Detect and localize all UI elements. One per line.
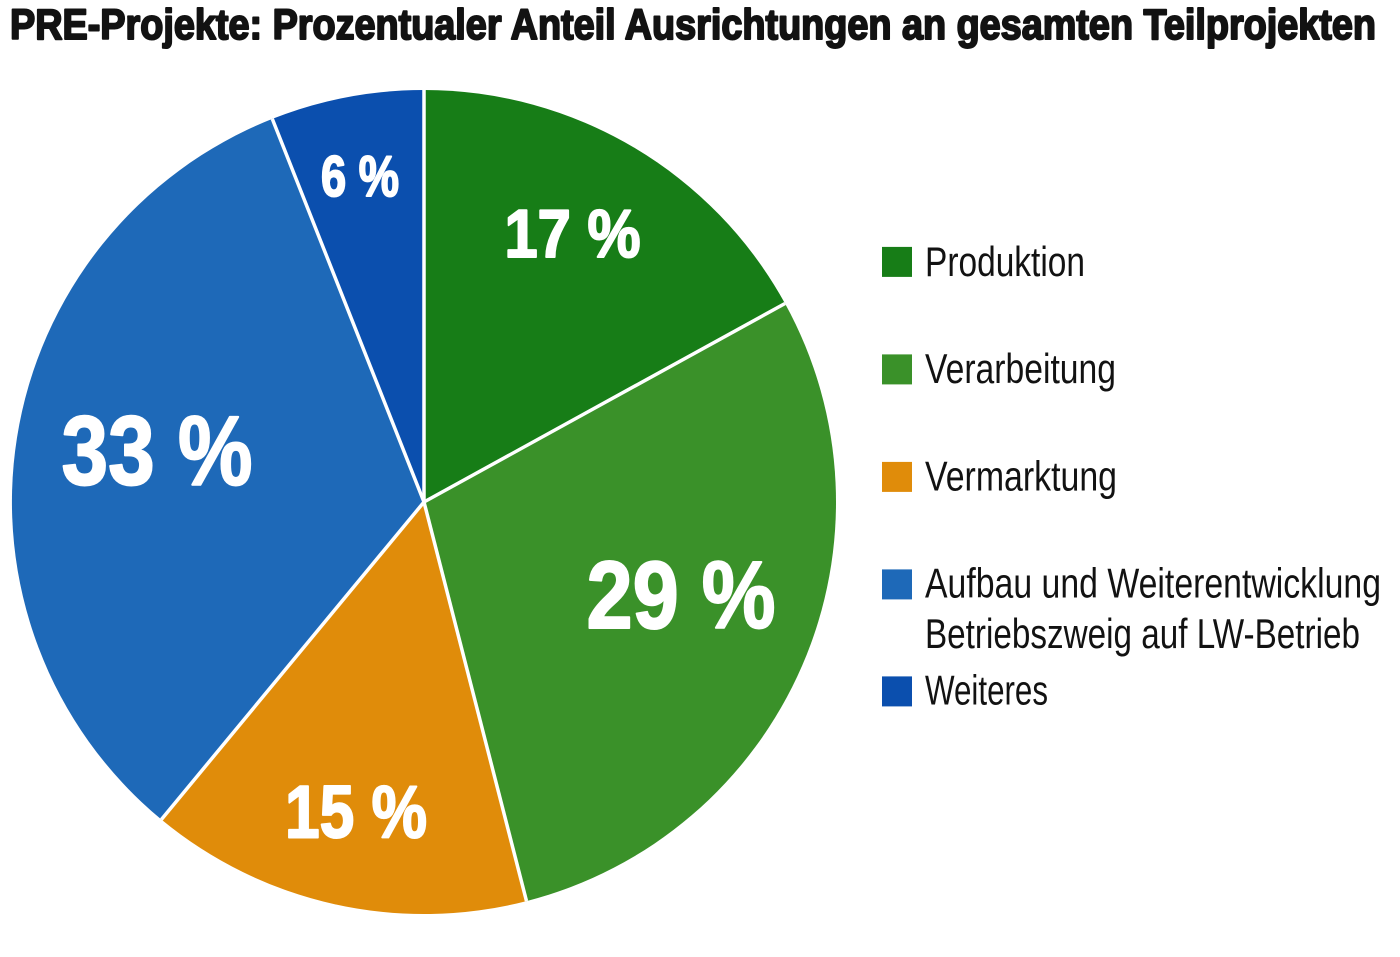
svg-text:Aufbau und Weiterentwicklung: Aufbau und Weiterentwicklung — [925, 560, 1381, 607]
svg-text:15 %: 15 % — [285, 771, 427, 854]
svg-text:29 %: 29 % — [587, 542, 776, 649]
svg-text:6 %: 6 % — [321, 145, 399, 209]
svg-text:Weiteres: Weiteres — [925, 667, 1048, 714]
svg-text:17 %: 17 % — [505, 197, 641, 272]
svg-text:Verarbeitung: Verarbeitung — [925, 345, 1116, 392]
svg-text:Produktion: Produktion — [925, 238, 1085, 285]
svg-text:33 %: 33 % — [62, 396, 253, 506]
svg-text:Vermarktung: Vermarktung — [925, 453, 1117, 500]
svg-text:PRE-Projekte: Prozentualer Ant: PRE-Projekte: Prozentualer Anteil Ausric… — [10, 2, 1376, 49]
svg-text:Betriebszweig auf LW-Betrieb: Betriebszweig auf LW-Betrieb — [925, 610, 1360, 657]
